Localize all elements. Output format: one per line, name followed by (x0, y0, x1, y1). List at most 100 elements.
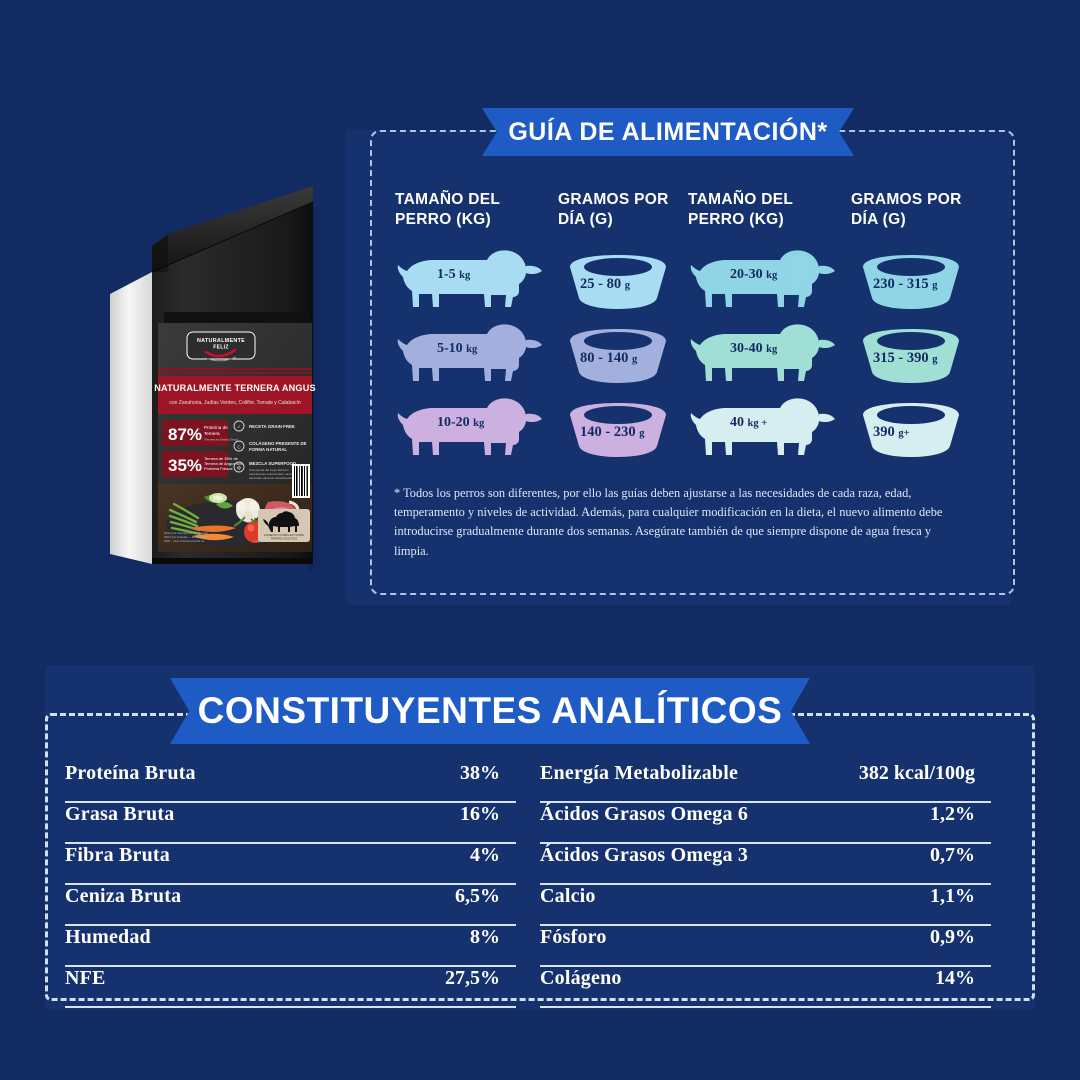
dog-silhouette-left-label: 1-5 kg (437, 267, 471, 282)
dog-silhouette-right: 20-30 kg (688, 243, 851, 317)
analytical-row-name: Proteína Bruta (65, 762, 196, 784)
analytical-row-name: Colágeno (540, 967, 622, 989)
svg-text:28001 San Sebastián — ES Barce: 28001 San Sebastián — ES Barcelona (164, 536, 208, 539)
feeding-guide-footnote: * Todos los perros son diferentes, por e… (394, 486, 943, 558)
analytical-row-value: 1,1% (930, 885, 975, 907)
svg-text:adecuado, alimento naturalment: adecuado, alimento naturalmente sano (249, 476, 299, 480)
column-header-dog-size-2: TAMAÑO DEL PERRO (KG) (688, 191, 794, 228)
analytical-row-name: Ácidos Grasos Omega 6 (540, 803, 749, 825)
bag-label: NATURALMENTE FELIZ NATURALMENTE TERNERA … (154, 323, 316, 552)
food-bowl-left: 25 - 80 g (558, 243, 688, 317)
svg-text:WEB — https://naturalmentefeli: WEB — https://naturalmentefeliz.net (164, 540, 205, 543)
analytical-row-name: Fibra Bruta (65, 844, 170, 866)
feeding-guide-ribbon-title: GUÍA DE ALIMENTACIÓN* (482, 108, 854, 156)
feeding-guide-rows: 1-5 kg 25 - 80 g 20-30 kg 230 - 315 g 5-10 k… (395, 243, 995, 465)
analytical-row: Humedad 8% (65, 926, 516, 967)
analytical-row-name: Calcio (540, 885, 596, 907)
svg-text:PERROS ADULTOS: PERROS ADULTOS (271, 537, 297, 541)
analytical-column-left: Proteína Bruta 38% Grasa Bruta 16% Fibra Bru… (65, 762, 540, 1008)
dog-silhouette-right: 30-40 kg (688, 317, 851, 391)
analytical-row-name: NFE (65, 967, 106, 989)
dog-silhouette-left-label: 10-20 kg (437, 415, 485, 430)
column-header-grams-2: GRAMOS POR DÍA (G) (851, 191, 962, 228)
food-bowl-left-label: 25 - 80 g (580, 276, 630, 292)
analytical-row-name: Ácidos Grasos Omega 3 (540, 844, 749, 866)
analytical-row: Proteína Bruta 38% (65, 762, 516, 803)
dog-silhouette-right-label: 30-40 kg (730, 341, 778, 356)
svg-text:naturalmente seleccionado, san: naturalmente seleccionado, sano y (249, 472, 294, 476)
analytical-row-value: 16% (460, 803, 500, 825)
analytical-row-value: 0,7% (930, 844, 975, 866)
analytical-table: Proteína Bruta 38% Grasa Bruta 16% Fibra Bru… (65, 762, 1015, 1008)
analytical-row-value: 38% (460, 762, 500, 784)
barcode (292, 464, 310, 498)
analytical-row-name: Fósforo (540, 926, 607, 948)
food-bowl-left: 140 - 230 g (558, 391, 688, 465)
analytical-row-value: 27,5% (445, 967, 500, 989)
food-bowl-right-label: 315 - 390 g (873, 350, 938, 366)
analytical-row: Fibra Bruta 4% (65, 844, 516, 885)
feeding-guide-row: 1-5 kg 25 - 80 g 20-30 kg 230 - 315 g (395, 243, 995, 317)
svg-text:C: C (237, 444, 241, 449)
analytical-row-value: 0,9% (930, 926, 975, 948)
food-bowl-right-label: 230 - 315 g (873, 276, 938, 292)
feeding-guide-row: 10-20 kg 140 - 230 g 40 kg + 390 g+ (395, 391, 995, 465)
food-bowl-left-label: 140 - 230 g (580, 424, 645, 440)
analytical-row-value: 4% (470, 844, 500, 866)
food-bowl-left: 80 - 140 g (558, 317, 688, 391)
svg-text:Proteína Fresca: Proteína Fresca (204, 466, 233, 471)
analytical-row: Grasa Bruta 16% (65, 803, 516, 844)
analytical-row: Fósforo 0,9% (540, 926, 991, 967)
svg-text:ALIMENTO COMPLETO PARA: ALIMENTO COMPLETO PARA (264, 533, 304, 537)
analytical-row: NFE 27,5% (65, 967, 516, 1008)
analytical-row-value: 14% (935, 967, 975, 989)
dog-silhouette-right-label: 40 kg + (730, 415, 768, 430)
svg-text:2 Kg: 2 Kg (254, 540, 260, 543)
svg-text:FORMA NATURAL: FORMA NATURAL (249, 447, 287, 452)
column-header-dog-size-1: TAMAÑO DEL PERRO (KG) (395, 191, 501, 228)
svg-text:Ternera: Ternera (204, 431, 220, 436)
product-bag-image: NATURALMENTE FELIZ NATURALMENTE TERNERA … (108, 172, 333, 572)
analytical-row: Calcio 1,1% (540, 885, 991, 926)
svg-text:NATURALMENTE TERNERA ANGUS: NATURALMENTE TERNERA ANGUS (154, 383, 315, 393)
analytical-row: Colágeno 14% (540, 967, 991, 1008)
food-bowl-right: 230 - 315 g (851, 243, 995, 317)
analytical-row-value: 1,2% (930, 803, 975, 825)
analytical-row-name: Ceniza Bruta (65, 885, 182, 907)
analytical-row-name: Grasa Bruta (65, 803, 175, 825)
analytical-row-value: 8% (470, 926, 500, 948)
svg-text:COLÁGENO PRESENTE DE: COLÁGENO PRESENTE DE (249, 441, 307, 446)
analytical-row-name: Energía Metabolizable (540, 762, 739, 784)
svg-text:Proteína de: Proteína de (204, 425, 228, 430)
dog-silhouette-right-label: 20-30 kg (730, 267, 778, 282)
analytical-row: Energía Metabolizable 382 kcal/100g (540, 762, 991, 803)
analytical-ribbon-title: CONSTITUYENTES ANALÍTICOS (170, 678, 810, 744)
svg-text:FELIZ: FELIZ (213, 345, 228, 351)
analytical-row-value: 6,5% (455, 885, 500, 907)
svg-text:87%: 87% (168, 425, 202, 444)
svg-text:Ternera de 35% de: Ternera de 35% de (204, 456, 239, 461)
dog-silhouette-right: 40 kg + (688, 391, 851, 465)
svg-text:Referencia: Naturalmente Feliz: Referencia: Naturalmente Feliz España (164, 532, 208, 535)
food-bowl-right: 315 - 390 g (851, 317, 995, 391)
svg-text:(Ternera en Estado Seco): (Ternera en Estado Seco) (204, 438, 238, 442)
food-bowl-right-label: 390 g+ (873, 424, 910, 440)
analytical-row: Ácidos Grasos Omega 3 0,7% (540, 844, 991, 885)
svg-text:RECETA GRAIN FREE: RECETA GRAIN FREE (249, 424, 295, 429)
svg-text:NATURALMENTE: NATURALMENTE (197, 338, 245, 344)
brand-logo: NATURALMENTE FELIZ (186, 331, 256, 362)
svg-text:con Zanahoria, Judías Verdes,: con Zanahoria, Judías Verdes, Coliflor, … (169, 400, 301, 406)
analytical-row: Ácidos Grasos Omega 6 1,2% (540, 803, 991, 844)
dog-silhouette-left-label: 5-10 kg (437, 341, 478, 356)
dog-silhouette-left: 5-10 kg (395, 317, 558, 391)
analytical-row-name: Humedad (65, 926, 151, 948)
column-header-grams-1: GRAMOS POR DÍA (G) (558, 191, 669, 228)
feeding-guide-row: 5-10 kg 80 - 140 g 30-40 kg 315 - 390 g (395, 317, 995, 391)
svg-text:MEZCLA SUPERFOOD: MEZCLA SUPERFOOD (249, 461, 296, 466)
analytical-row: Ceniza Bruta 6,5% (65, 885, 516, 926)
svg-text:✿: ✿ (237, 465, 241, 471)
dog-seal: ALIMENTO COMPLETO PARA PERROS ADULTOS (258, 509, 310, 542)
svg-text:Ternera de Angus con: Ternera de Angus con (204, 461, 243, 466)
dog-silhouette-left: 1-5 kg (395, 243, 558, 317)
